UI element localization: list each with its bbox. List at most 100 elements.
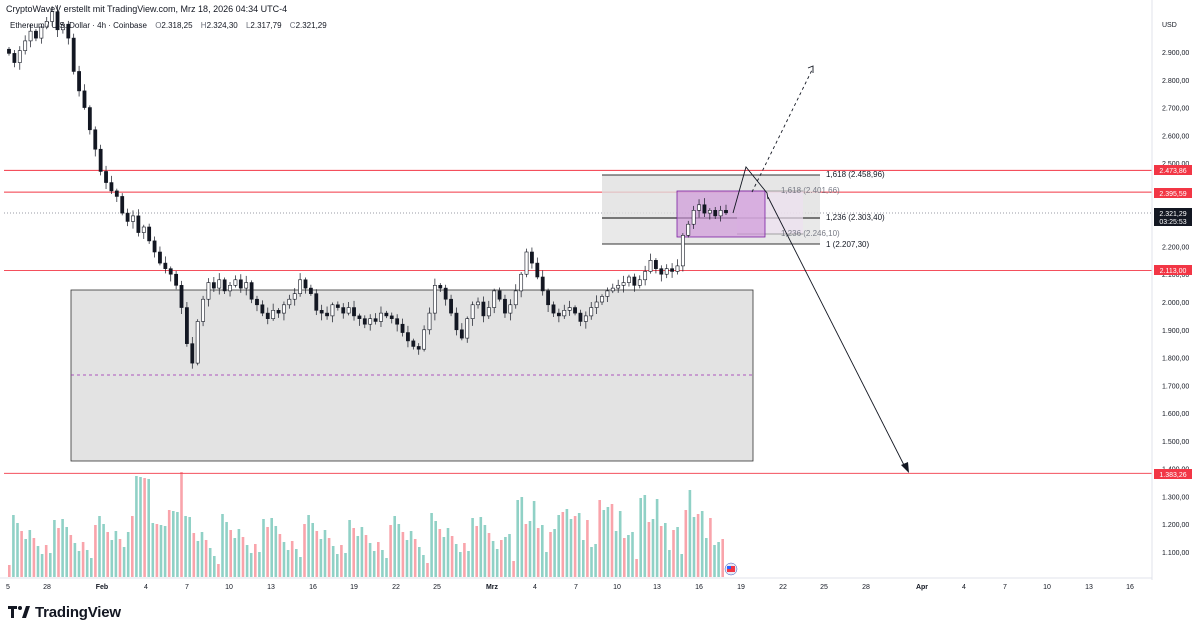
price-tick-label: 1.700,00 <box>1162 383 1189 390</box>
volume-bar <box>73 543 77 577</box>
time-tick-label: 19 <box>737 584 745 591</box>
time-tick-label: 16 <box>309 584 317 591</box>
volume-layer <box>8 472 724 577</box>
volume-bar <box>664 523 667 577</box>
candle-body <box>120 196 125 214</box>
tradingview-brand[interactable]: TradingView <box>8 602 121 622</box>
volume-bar <box>98 516 101 577</box>
volume-bar <box>381 550 384 577</box>
volume-bar <box>627 535 630 577</box>
volume-bar <box>331 546 335 577</box>
volume-bar <box>176 512 179 577</box>
candle-body <box>481 301 486 317</box>
volume-bar <box>528 521 532 577</box>
candle-body <box>287 298 292 306</box>
volume-bar <box>377 542 380 577</box>
candle-body <box>707 210 712 214</box>
candle-body <box>691 210 696 225</box>
volume-bar <box>545 552 548 577</box>
price-label-badge <box>1154 469 1192 479</box>
candle-body <box>163 262 168 269</box>
volume-bar <box>713 545 716 577</box>
candle-body <box>400 323 405 333</box>
candle-body <box>524 251 529 275</box>
candle-body <box>217 279 222 289</box>
volume-bar <box>352 528 355 577</box>
candle-body <box>308 287 313 294</box>
candle-body <box>201 298 205 322</box>
volume-bar <box>553 529 556 577</box>
volume-bar <box>573 516 577 577</box>
price-label-countdown: 03:25:53 <box>1159 219 1186 226</box>
volume-bar <box>278 534 282 577</box>
candle-body <box>540 276 545 292</box>
volume-bar <box>249 553 253 577</box>
volume-bar <box>282 542 286 577</box>
volume-bar <box>495 549 499 577</box>
time-tick-label: 22 <box>392 584 400 591</box>
flag-icon[interactable] <box>724 562 738 576</box>
volume-bar <box>340 545 343 577</box>
volume-bar <box>434 521 437 577</box>
volume-bar <box>454 544 458 577</box>
candle-body <box>556 312 561 317</box>
candle-body <box>352 307 356 317</box>
volume-bar <box>307 515 310 577</box>
volume-bar <box>245 545 249 577</box>
volume-bar <box>319 539 323 577</box>
volume-bar <box>536 528 540 577</box>
volume-bar <box>32 538 36 577</box>
volume-bar <box>356 536 360 577</box>
candle-body <box>71 37 76 72</box>
volume-bar <box>491 541 495 577</box>
candle-body <box>341 307 346 314</box>
volume-bar <box>143 478 146 577</box>
volume-bar <box>262 519 265 577</box>
price-tick-label: 1.800,00 <box>1162 356 1189 363</box>
time-tick-label: 13 <box>653 584 661 591</box>
candle-body <box>686 223 691 236</box>
volume-bar <box>700 511 704 577</box>
price-tick-label: 2.000,00 <box>1162 300 1189 307</box>
volume-bar <box>586 520 589 577</box>
volume-bar <box>405 540 409 577</box>
volume-bar <box>393 516 396 577</box>
volume-bar <box>426 563 429 577</box>
candle-body <box>34 30 38 39</box>
time-tick-label: Apr <box>916 584 928 591</box>
candle-body <box>449 298 453 314</box>
projection-path <box>732 166 769 214</box>
volume-bar <box>487 533 491 577</box>
volume-bar <box>221 514 224 577</box>
horizontal-levels <box>4 169 1152 474</box>
candle-body <box>50 11 55 22</box>
candle-body <box>282 304 286 314</box>
candle-body <box>627 276 631 283</box>
volume-bar <box>204 540 208 577</box>
time-tick-label: 28 <box>43 584 51 591</box>
demand-zone <box>70 289 754 462</box>
demand-zone-rect <box>70 289 754 462</box>
candle-body <box>411 340 416 347</box>
candle-body <box>567 307 572 311</box>
candle-body <box>406 332 410 342</box>
volume-bar <box>139 477 142 577</box>
volume-bar <box>53 520 56 577</box>
volume-bar <box>705 538 708 577</box>
volume-bar <box>65 527 68 577</box>
candle-body <box>654 260 658 269</box>
volume-bar <box>709 518 712 577</box>
candle-body <box>373 318 378 322</box>
candle-body <box>535 262 540 278</box>
volume-bar <box>618 511 622 577</box>
time-tick-label: 10 <box>613 584 621 591</box>
volume-bar <box>463 543 466 577</box>
candle-body <box>222 279 227 292</box>
volume-bar <box>102 524 105 577</box>
volume-bar <box>57 528 60 577</box>
price-tick-label: 2.800,00 <box>1162 78 1189 85</box>
volume-bar <box>668 550 671 577</box>
volume-bar <box>163 526 167 577</box>
time-tick-label: 7 <box>1003 584 1007 591</box>
